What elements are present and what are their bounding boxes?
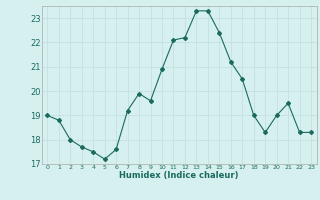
X-axis label: Humidex (Indice chaleur): Humidex (Indice chaleur) [119, 171, 239, 180]
